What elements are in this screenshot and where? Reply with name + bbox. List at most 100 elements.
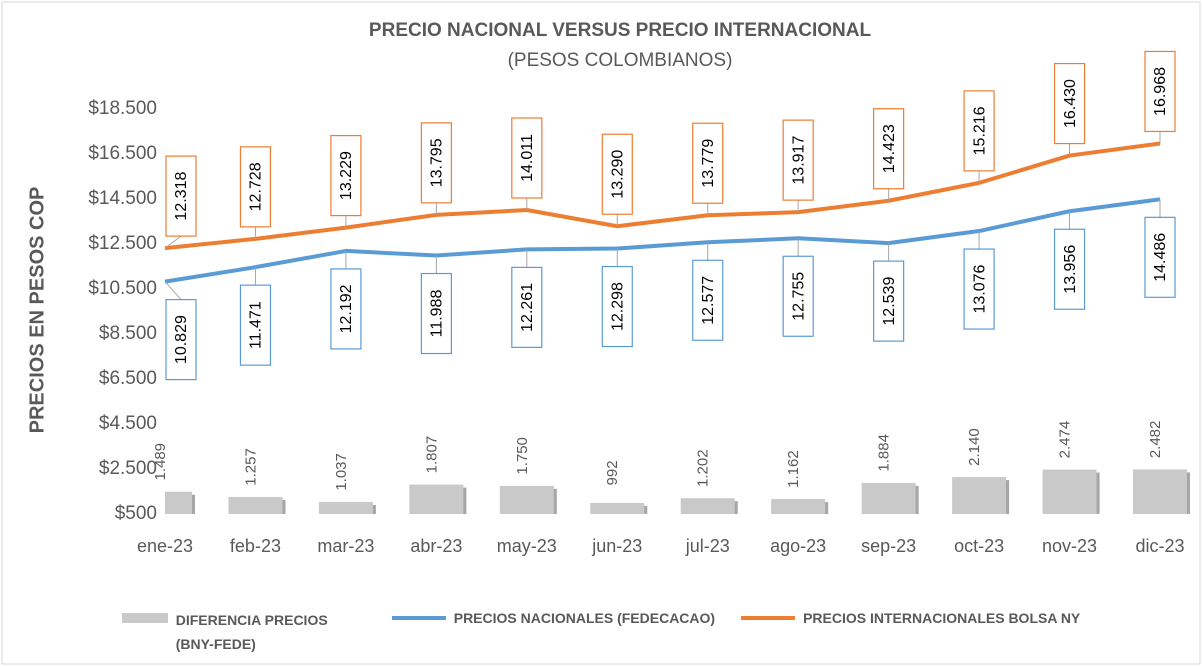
label-box xyxy=(601,133,633,215)
data-label: 15.216 xyxy=(971,106,988,155)
data-label: 14.423 xyxy=(881,124,898,173)
label-box xyxy=(165,155,197,237)
data-label: 10.829 xyxy=(173,315,190,364)
y-tick-label: $10.500 xyxy=(88,278,157,299)
x-tick-label: sep-23 xyxy=(861,536,916,556)
label-box xyxy=(330,268,362,350)
y-tick-label: $500 xyxy=(115,503,157,524)
label-box xyxy=(1053,228,1086,310)
data-label: 12.728 xyxy=(248,162,265,211)
line xyxy=(164,197,1161,284)
legend-item: PRECIOS NACIONALES (FEDECACAO) xyxy=(391,608,716,656)
data-label: 11.988 xyxy=(429,290,446,338)
label-box xyxy=(963,248,995,330)
label-box xyxy=(420,272,452,355)
chart-title: PRECIO NACIONAL VERSUS PRECIO INTERNACIO… xyxy=(369,20,872,41)
legend-label: DIFERENCIA PRECIOS (BNY-FEDE) xyxy=(175,612,328,652)
y-tick-label: $18.500 xyxy=(88,98,157,119)
legend: DIFERENCIA PRECIOS (BNY-FEDE) PRECIOS NAC… xyxy=(0,608,1202,656)
data-label: 12.755 xyxy=(790,272,807,321)
x-tick-label: feb-23 xyxy=(230,536,281,556)
legend-item: PRECIOS INTERNACIONALES BOLSA NY xyxy=(741,608,1080,656)
x-tick-label: ago-23 xyxy=(770,536,826,556)
chart-subtitle: (PESOS COLOMBIANOS) xyxy=(508,50,733,71)
x-tick-label: may-23 xyxy=(497,536,557,556)
y-tick-label: $6.500 xyxy=(99,368,157,389)
data-label: 12.539 xyxy=(881,277,898,326)
y-tick-label: $16.500 xyxy=(88,143,157,164)
data-label: 12.318 xyxy=(173,172,190,221)
label-box xyxy=(511,266,543,348)
label-box xyxy=(601,265,633,348)
data-label: 1.884 xyxy=(876,434,893,472)
data-label: 13.795 xyxy=(429,138,446,187)
leader-line xyxy=(164,235,182,249)
x-tick-label: jun-23 xyxy=(591,536,642,556)
data-label: 1.807 xyxy=(423,436,440,474)
bar xyxy=(228,496,283,514)
data-label: 992 xyxy=(604,460,621,485)
data-label: 16.968 xyxy=(1152,67,1169,116)
y-tick-label: $14.500 xyxy=(88,188,157,209)
legend-label: PRECIOS NACIONALES (FEDECACAO) xyxy=(453,610,716,626)
label-box xyxy=(873,108,905,190)
y-tick-label: $12.500 xyxy=(88,233,157,254)
x-tick-label: oct-23 xyxy=(954,536,1004,556)
x-tick-label: ene-23 xyxy=(137,536,193,556)
x-tick-label: dic-23 xyxy=(1135,536,1184,556)
x-tick-label: jul-23 xyxy=(685,536,730,556)
bar xyxy=(952,477,1007,514)
label-box xyxy=(782,255,814,337)
label-box xyxy=(1053,62,1086,145)
bar xyxy=(680,498,735,514)
data-label: 1.750 xyxy=(514,437,531,475)
bar xyxy=(1133,469,1187,514)
label-box xyxy=(692,259,724,341)
legend-label: PRECIOS INTERNACIONALES BOLSA NY xyxy=(803,610,1081,626)
data-label: 14.011 xyxy=(519,134,536,182)
data-label: 2.474 xyxy=(1057,421,1074,459)
legend-swatch xyxy=(391,616,446,620)
bar xyxy=(165,491,192,514)
data-label: 11.471 xyxy=(248,301,265,349)
data-label: 12.577 xyxy=(700,276,717,325)
data-label: 13.779 xyxy=(700,139,717,188)
bar xyxy=(590,502,645,514)
data-label: 13.290 xyxy=(609,150,626,199)
data-label: 13.917 xyxy=(790,136,807,185)
bar xyxy=(499,485,554,514)
bar xyxy=(771,499,826,514)
data-label: 13.076 xyxy=(971,264,988,313)
label-box xyxy=(1144,216,1176,298)
label-box xyxy=(873,260,905,342)
x-tick-label: mar-23 xyxy=(317,536,374,556)
y-axis-label: PRECIOS EN PESOS COP xyxy=(26,187,48,434)
x-tick-label: abr-23 xyxy=(410,536,462,556)
data-label: 1.489 xyxy=(152,443,169,481)
line xyxy=(164,141,1161,251)
x-tick-label: nov-23 xyxy=(1042,536,1097,556)
data-label: 2.482 xyxy=(1147,421,1164,459)
label-box xyxy=(1144,50,1176,133)
data-label: 12.261 xyxy=(519,283,536,332)
legend-swatch xyxy=(741,616,796,620)
data-label: 1.257 xyxy=(242,448,259,486)
y-tick-label: $4.500 xyxy=(99,413,157,434)
data-label: 13.956 xyxy=(1062,245,1079,294)
data-label: 1.162 xyxy=(785,450,802,488)
data-label: 1.202 xyxy=(695,449,712,487)
label-box xyxy=(420,122,452,204)
data-label: 14.486 xyxy=(1152,233,1169,282)
label-box xyxy=(239,284,272,366)
label-box xyxy=(330,134,362,217)
leader-line xyxy=(164,281,182,300)
bar xyxy=(409,484,464,514)
label-box xyxy=(692,122,724,204)
label-box xyxy=(782,119,814,201)
label-box xyxy=(963,90,995,172)
data-label: 13.229 xyxy=(338,151,355,200)
y-tick-label: $2.500 xyxy=(99,458,157,479)
